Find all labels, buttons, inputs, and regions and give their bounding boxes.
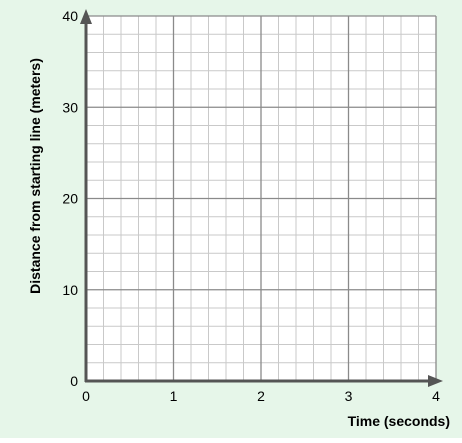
x-tick-labels: 0 1 2 3 4 xyxy=(82,388,440,404)
x-tick-label: 0 xyxy=(82,388,90,404)
major-grid xyxy=(86,15,437,381)
y-tick-label: 20 xyxy=(62,191,78,207)
y-tick-label: 10 xyxy=(62,282,78,298)
x-tick-label: 4 xyxy=(432,388,440,404)
x-tick-label: 3 xyxy=(345,388,353,404)
x-axis-arrowhead xyxy=(428,375,443,387)
y-tick-label: 40 xyxy=(62,8,78,24)
y-axis-title: Distance from starting line (meters) xyxy=(27,58,43,294)
x-tick-label: 1 xyxy=(170,388,178,404)
y-tick-label: 0 xyxy=(70,373,78,389)
y-tick-label: 30 xyxy=(62,99,78,115)
axes xyxy=(80,9,443,387)
y-axis-arrowhead xyxy=(80,9,92,24)
y-tick-labels: 0 10 20 30 40 xyxy=(62,8,78,389)
x-axis-title: Time (seconds) xyxy=(348,413,450,429)
x-tick-label: 2 xyxy=(257,388,265,404)
